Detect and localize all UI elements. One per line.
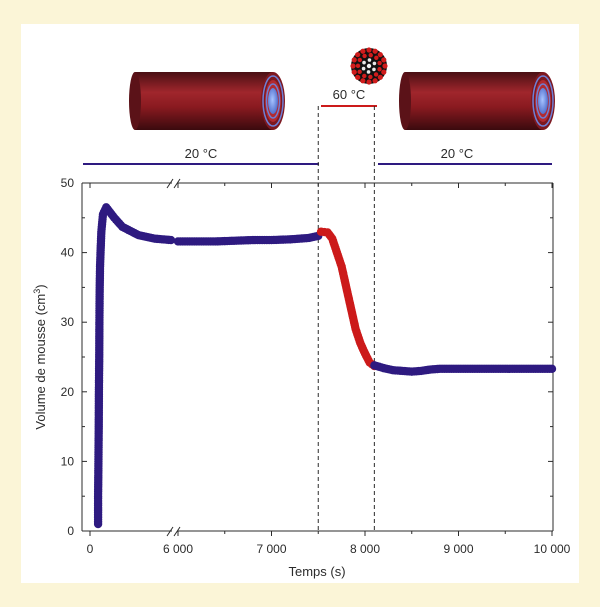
micelle-head [350,63,356,69]
micelle-head [362,53,367,59]
y-axis-title: Volume de mousse (cm3) [32,284,48,429]
micelle-head [381,69,387,75]
phase-label-cold-1: 20 °C [185,146,218,161]
y-axis-title-sup: 3 [32,289,42,294]
micelle-head [368,52,373,58]
micelle-head [360,48,366,54]
micelle-head [377,67,382,72]
micelle-head [368,74,373,80]
micelle-head [355,63,361,69]
micelle-head [377,74,383,80]
figure-panel: 20 °C 60 °C 20 °C 0 10 20 30 40 50 0 6 000 7 00… [21,24,579,583]
axis-break-bottom [166,526,181,537]
data-point [547,364,557,374]
axis-break-top [166,178,181,189]
data-point [166,235,176,245]
micelle-head [372,48,378,54]
phase-label-cold-2: 20 °C [441,146,474,161]
micelle-head [377,60,382,66]
x-tick-label: 10 000 [534,542,571,556]
temperature-phases: 20 °C 60 °C 20 °C [83,87,552,165]
micelle-core [366,63,372,69]
x-axis-ticks: 0 6 000 7 000 8 000 9 000 10 000 [87,183,571,556]
phase-boundaries [317,106,375,531]
micelle-head [366,47,372,53]
y-tick-label: 20 [61,385,75,399]
y-tick-label: 0 [67,524,74,538]
y-tick-label: 10 [61,454,75,468]
micelle-head [373,72,379,77]
foam-tube-icon [399,72,555,130]
micelle-sphere-icon [350,47,388,85]
micelle-head [362,73,367,79]
micelle-head [372,61,377,66]
micelle-head [361,66,366,71]
micelle-head [355,52,361,58]
micelle-head [374,55,379,60]
micelle-head [355,74,361,80]
micelle-head [357,69,362,75]
micelle-head [372,78,378,84]
micelle-head [351,69,357,75]
x-tick-label: 0 [87,542,94,556]
x-axis-title: Temps (s) [288,564,345,579]
y-tick-label: 30 [61,315,75,329]
y-axis-ticks: 0 10 20 30 40 50 [61,176,553,538]
micelle-head [372,67,376,72]
micelle-head [382,63,388,69]
micelle-head [351,57,357,63]
micelle-head [366,79,372,85]
x-tick-label: 6 000 [163,542,193,556]
micelle-head [357,57,363,63]
y-tick-label: 40 [61,246,75,260]
foam-tube-icon [129,72,285,130]
micelle-head [367,58,372,62]
micelle-head [377,52,383,58]
micelle-head [366,70,371,74]
foam-volume-chart: 20 °C 60 °C 20 °C 0 10 20 30 40 50 0 6 000 7 00… [32,47,571,579]
y-tick-label: 50 [61,176,75,190]
micelle-head [362,60,366,65]
y-axis-title-close: ) [33,284,48,288]
x-tick-label: 8 000 [350,542,380,556]
x-tick-label: 7 000 [256,542,286,556]
x-tick-label: 9 000 [443,542,473,556]
micelle-head [360,78,366,84]
y-axis-title-main: Volume de mousse (cm [33,294,48,430]
phase-label-hot: 60 °C [333,87,366,102]
data-series [93,203,557,529]
micelle-head [381,57,387,63]
